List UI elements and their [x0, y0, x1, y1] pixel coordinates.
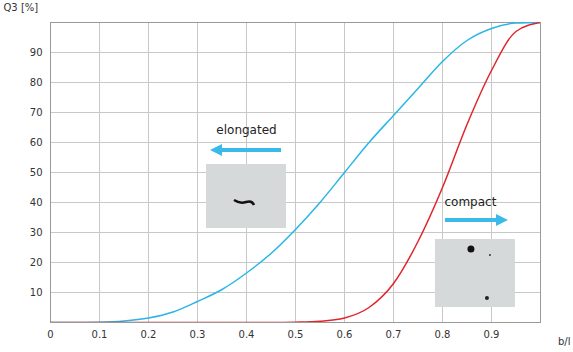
- svg-text:compact: compact: [444, 195, 496, 209]
- svg-text:0.6: 0.6: [337, 329, 353, 340]
- svg-text:0: 0: [47, 329, 53, 340]
- svg-text:10: 10: [30, 287, 43, 298]
- svg-text:50: 50: [30, 167, 43, 178]
- svg-text:0.8: 0.8: [435, 329, 451, 340]
- svg-text:0.4: 0.4: [239, 329, 255, 340]
- svg-text:60: 60: [30, 137, 43, 148]
- svg-text:elongated: elongated: [216, 123, 276, 137]
- svg-text:80: 80: [30, 77, 43, 88]
- svg-text:0.1: 0.1: [92, 329, 108, 340]
- svg-text:0.2: 0.2: [141, 329, 157, 340]
- svg-text:0.5: 0.5: [288, 329, 304, 340]
- svg-text:90: 90: [30, 47, 43, 58]
- svg-text:Q3 [%]: Q3 [%]: [4, 2, 39, 13]
- svg-text:70: 70: [30, 107, 43, 118]
- svg-text:20: 20: [30, 257, 43, 268]
- svg-text:40: 40: [30, 197, 43, 208]
- svg-text:30: 30: [30, 227, 43, 238]
- svg-text:0.9: 0.9: [484, 329, 500, 340]
- svg-text:0.3: 0.3: [190, 329, 206, 340]
- svg-text:0.7: 0.7: [386, 329, 402, 340]
- svg-text:b/l: b/l: [558, 336, 571, 347]
